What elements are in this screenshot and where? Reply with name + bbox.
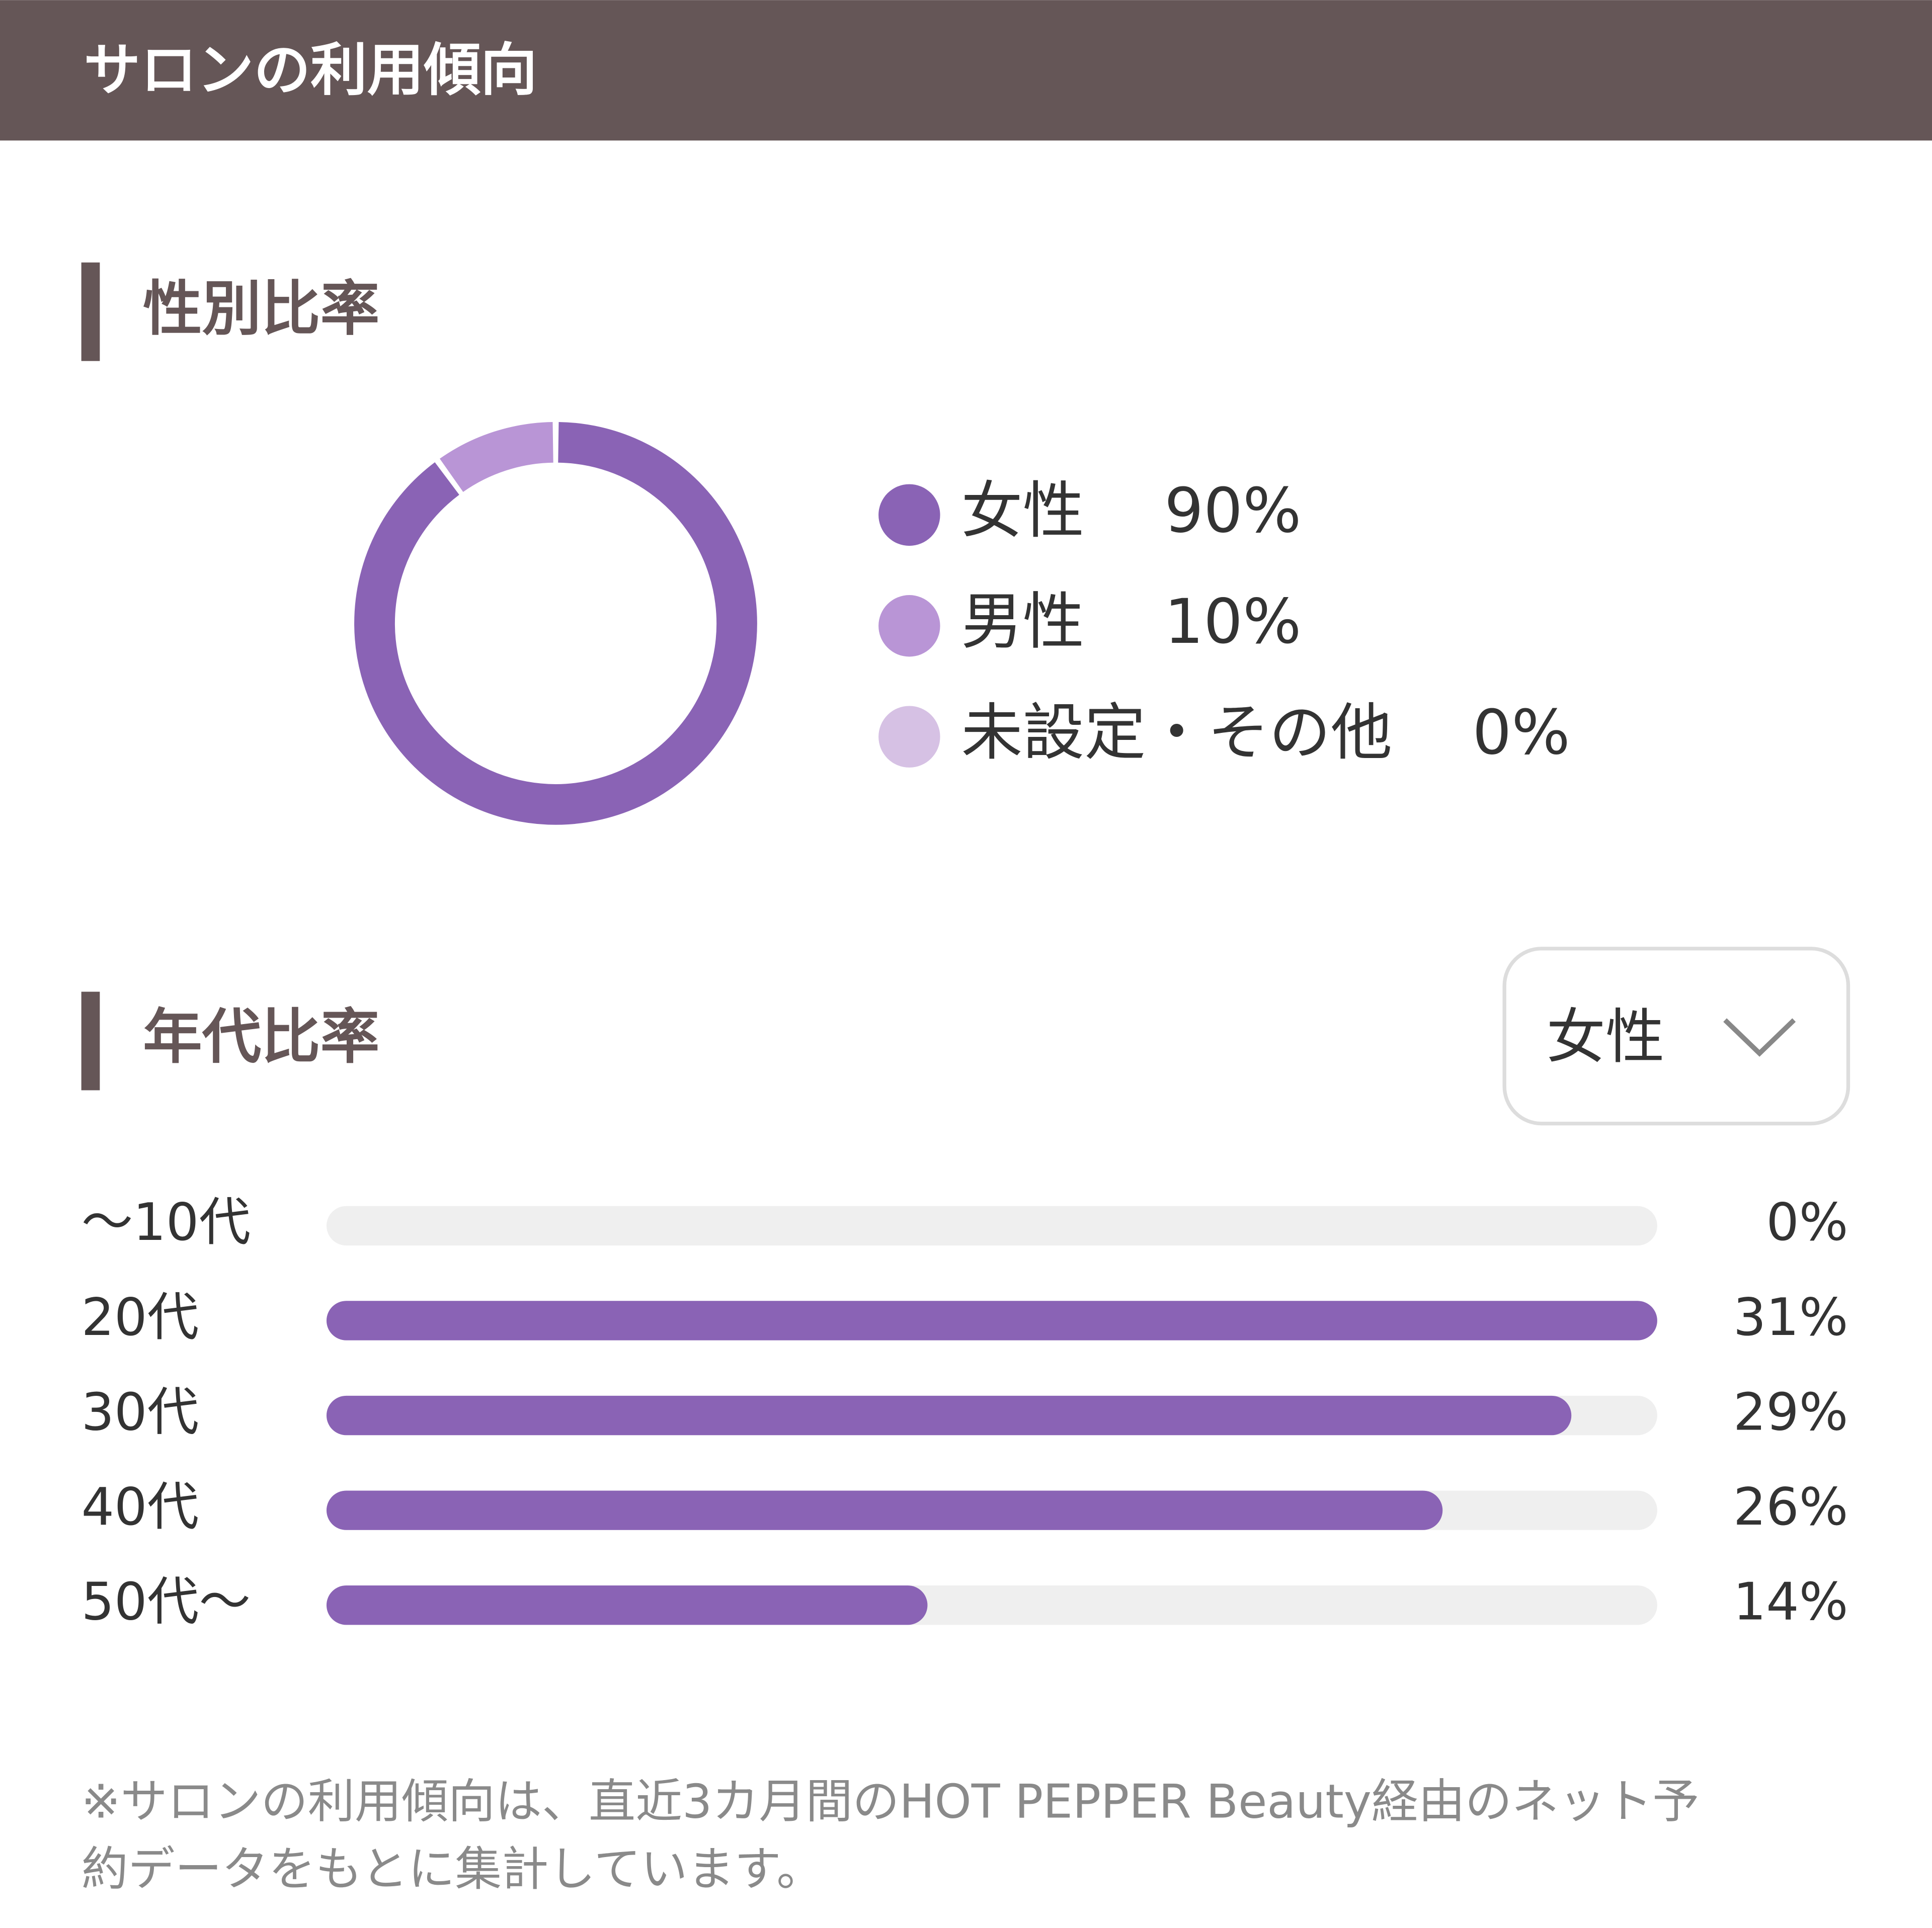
category-label: 30代 bbox=[82, 1382, 199, 1442]
legend-value: 10% bbox=[1164, 585, 1301, 657]
section-marker bbox=[81, 991, 100, 1091]
legend-swatch bbox=[878, 706, 940, 768]
header-bar bbox=[0, 0, 1932, 141]
legend-value: 0% bbox=[1472, 696, 1570, 768]
value-label: 14% bbox=[1733, 1572, 1848, 1632]
section-title: 性別比率 bbox=[143, 274, 379, 343]
header-title: サロンの利用傾向 bbox=[84, 37, 537, 103]
section-title: 年代比率 bbox=[143, 1002, 379, 1071]
bar-track bbox=[326, 1206, 1657, 1246]
value-label: 31% bbox=[1733, 1288, 1848, 1348]
legend-label: 未設定・その他 bbox=[961, 696, 1392, 768]
value-label: 0% bbox=[1766, 1193, 1848, 1252]
category-label: 40代 bbox=[82, 1477, 199, 1537]
legend-swatch bbox=[878, 595, 940, 657]
chevron[interactable] bbox=[1723, 1018, 1796, 1057]
donut-chart bbox=[354, 422, 757, 825]
category-label: ～10代 bbox=[82, 1193, 251, 1252]
donut-segment bbox=[440, 422, 554, 492]
bar bbox=[326, 1301, 1657, 1340]
section-marker bbox=[81, 262, 100, 361]
category-label: 50代～ bbox=[82, 1572, 251, 1632]
bar-chart: ～10代 0% 20代 31% 30代 29% 40代 26% 50代～ 14% bbox=[82, 1193, 1848, 1632]
legend-label: 女性 bbox=[961, 475, 1084, 547]
value-label: 26% bbox=[1733, 1477, 1848, 1537]
dropdown-value[interactable]: 女性 bbox=[1546, 1002, 1664, 1071]
footnote: 約データをもとに集計しています。 bbox=[82, 1842, 824, 1896]
footnote: ※サロンの利用傾向は、直近3カ月間のHOT PEPPER Beauty経由のネッ… bbox=[82, 1774, 1700, 1828]
legend-value: 90% bbox=[1164, 475, 1301, 547]
category-label: 20代 bbox=[82, 1288, 199, 1348]
dropdown-box[interactable] bbox=[1502, 947, 1850, 1126]
donut-segment bbox=[354, 422, 757, 825]
bar bbox=[326, 1585, 928, 1625]
legend-label: 男性 bbox=[961, 585, 1084, 657]
value-label: 29% bbox=[1733, 1382, 1848, 1442]
dropdown[interactable]: 女性 bbox=[1502, 947, 1850, 1126]
legend-swatch bbox=[878, 484, 940, 546]
bar bbox=[326, 1395, 1572, 1436]
legend: 女性 90% 男性 10% 未設定・その他 0% bbox=[878, 475, 1570, 768]
bar bbox=[326, 1490, 1443, 1530]
